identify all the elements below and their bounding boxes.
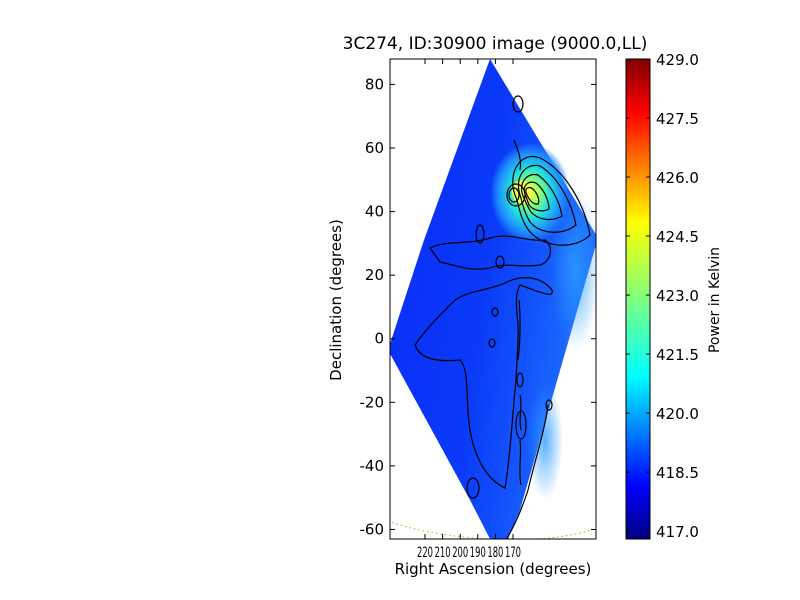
y-tick-label: 80: [365, 75, 384, 93]
contour-lines: [414, 95, 591, 539]
x-tick-label: 210: [435, 545, 451, 561]
colorbar-tick-label: 424.5: [656, 228, 699, 246]
colorbar-tick-label: 429.0: [656, 51, 699, 69]
y-axis-label: Declination (degrees): [327, 219, 345, 381]
x-tick-label: 190: [470, 545, 486, 561]
colorbar-tick-label: 423.0: [656, 287, 699, 305]
x-tick-label: 170: [505, 545, 521, 561]
x-tick-label: 180: [487, 545, 503, 561]
heatmap-edge-glow: [550, 190, 596, 350]
colorbar-tick-label: 421.5: [656, 346, 699, 364]
y-tick-label: -20: [360, 393, 385, 411]
y-tick-label: -40: [360, 457, 385, 475]
y-tick-label: 0: [374, 330, 384, 348]
colorbar-tick-label: 427.5: [656, 110, 699, 128]
x-axis-ticks: 220 210 200 190 180 170: [417, 59, 521, 561]
colorbar-tick-label: 420.0: [656, 405, 699, 423]
x-tick-label: 200: [452, 545, 468, 561]
horizon-arc: [390, 521, 596, 539]
colorbar-tick-label: 417.0: [656, 523, 699, 541]
y-tick-label: 20: [365, 266, 384, 284]
x-tick-label: 220: [417, 545, 433, 561]
y-tick-label: 40: [365, 203, 384, 221]
chart-title: 3C274, ID:30900 image (9000.0,LL): [342, 34, 648, 54]
colorbar-label: Power in Kelvin: [707, 246, 723, 354]
y-tick-label: 60: [365, 139, 384, 157]
x-axis-label: Right Ascension (degrees): [394, 560, 592, 578]
colorbar-ticks: 429.0 427.5 426.0 424.5 423.0 421.5 420.0 418.5…: [626, 51, 699, 541]
colorbar: [625, 58, 651, 540]
heatmap-edge-glow: [527, 380, 563, 500]
colorbar-tick-label: 426.0: [656, 169, 699, 187]
plot-frame: [389, 58, 597, 540]
colorbar-tick-label: 418.5: [656, 464, 699, 482]
y-axis-ticks: 80 60 40 20 0 -20 -40 -60: [360, 75, 596, 538]
y-tick-label: -60: [360, 520, 385, 538]
